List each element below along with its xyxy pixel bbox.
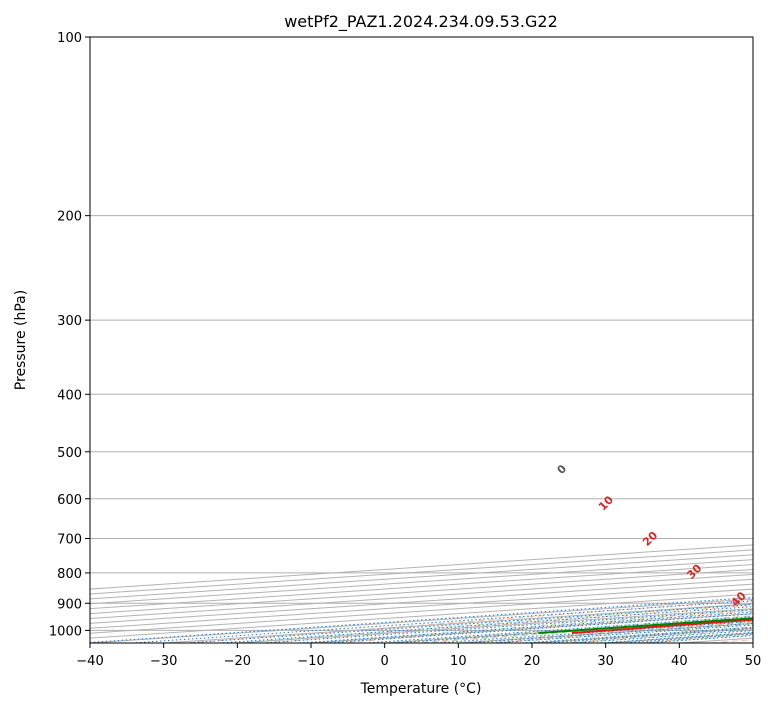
isotherm-line (90, 578, 753, 624)
isotherm-line (458, 622, 753, 643)
moist-adiabat-line (642, 634, 753, 643)
moist-adiabat-line (384, 615, 753, 643)
mixing-ratio-line (90, 597, 753, 643)
moist-adiabat-line (531, 626, 753, 643)
isotherm-line (90, 544, 753, 590)
x-tick-label: 0 (381, 654, 389, 669)
x-tick-label: 40 (671, 654, 688, 669)
y-tick-label: 700 (57, 533, 82, 548)
x-tick-label: 10 (450, 654, 467, 669)
isotherm-line (237, 608, 753, 643)
isotherm-line (531, 627, 753, 643)
isotherm-line (752, 642, 753, 643)
isotherm-line (90, 593, 753, 639)
dry-adiabat-line (636, 633, 753, 643)
x-tick-label: 50 (745, 654, 762, 669)
isotherm-line (605, 632, 753, 643)
isotherm-line (90, 564, 753, 610)
moist-adiabat-label: 20 (640, 529, 660, 549)
isotherm-line (90, 573, 753, 619)
dry-adiabat-line (188, 599, 753, 643)
isotherm-line (90, 598, 753, 643)
plot-frame (89, 36, 754, 644)
isotherm-line (90, 559, 753, 605)
moist-adiabat-line (421, 618, 753, 643)
dry-adiabat-line (487, 621, 753, 643)
x-tick-label: −40 (76, 654, 103, 669)
chart-title: wetPf2_PAZ1.2024.234.09.53.G22 (284, 12, 558, 32)
y-tick-label: 200 (57, 210, 82, 225)
isotherm-line (90, 554, 753, 600)
x-tick-label: −30 (150, 654, 177, 669)
dewpoint-profile-line (538, 617, 753, 634)
isotherm-line (90, 549, 753, 595)
y-tick-label: 1000 (49, 624, 82, 639)
dry-adiabat-line (263, 604, 753, 643)
y-axis-label: Pressure (hPa) (13, 290, 29, 390)
y-tick-label: 500 (57, 446, 82, 461)
moist-adiabat-label: 0 (555, 462, 570, 477)
y-tick-label: 600 (57, 493, 82, 508)
isotherm-line (163, 603, 753, 643)
x-tick-label: −10 (297, 654, 324, 669)
moist-adiabat-label: 10 (596, 493, 616, 513)
isotherm-line (90, 588, 753, 634)
y-tick-label: 300 (57, 314, 82, 329)
moist-adiabat-line (568, 629, 753, 643)
x-tick-label: 20 (524, 654, 541, 669)
mixing-ratio-line (622, 633, 753, 643)
y-tick-label: 800 (57, 567, 82, 582)
x-axis-label: Temperature (°C) (360, 681, 482, 697)
y-tick-label: 900 (57, 597, 82, 612)
isotherm-line (90, 583, 753, 629)
dry-adiabat-line (338, 610, 753, 643)
isotherm-line (679, 637, 753, 643)
x-tick-label: −20 (224, 654, 251, 669)
y-tick-label: 400 (57, 388, 82, 403)
temperature-profile-line (571, 618, 753, 634)
y-tick-label: 100 (57, 31, 82, 46)
mixing-ratio-line (365, 616, 753, 643)
isotherm-line (90, 568, 753, 615)
isotherm-line (310, 613, 753, 643)
x-tick-label: 30 (597, 654, 614, 669)
dry-adiabat-line (562, 627, 753, 643)
